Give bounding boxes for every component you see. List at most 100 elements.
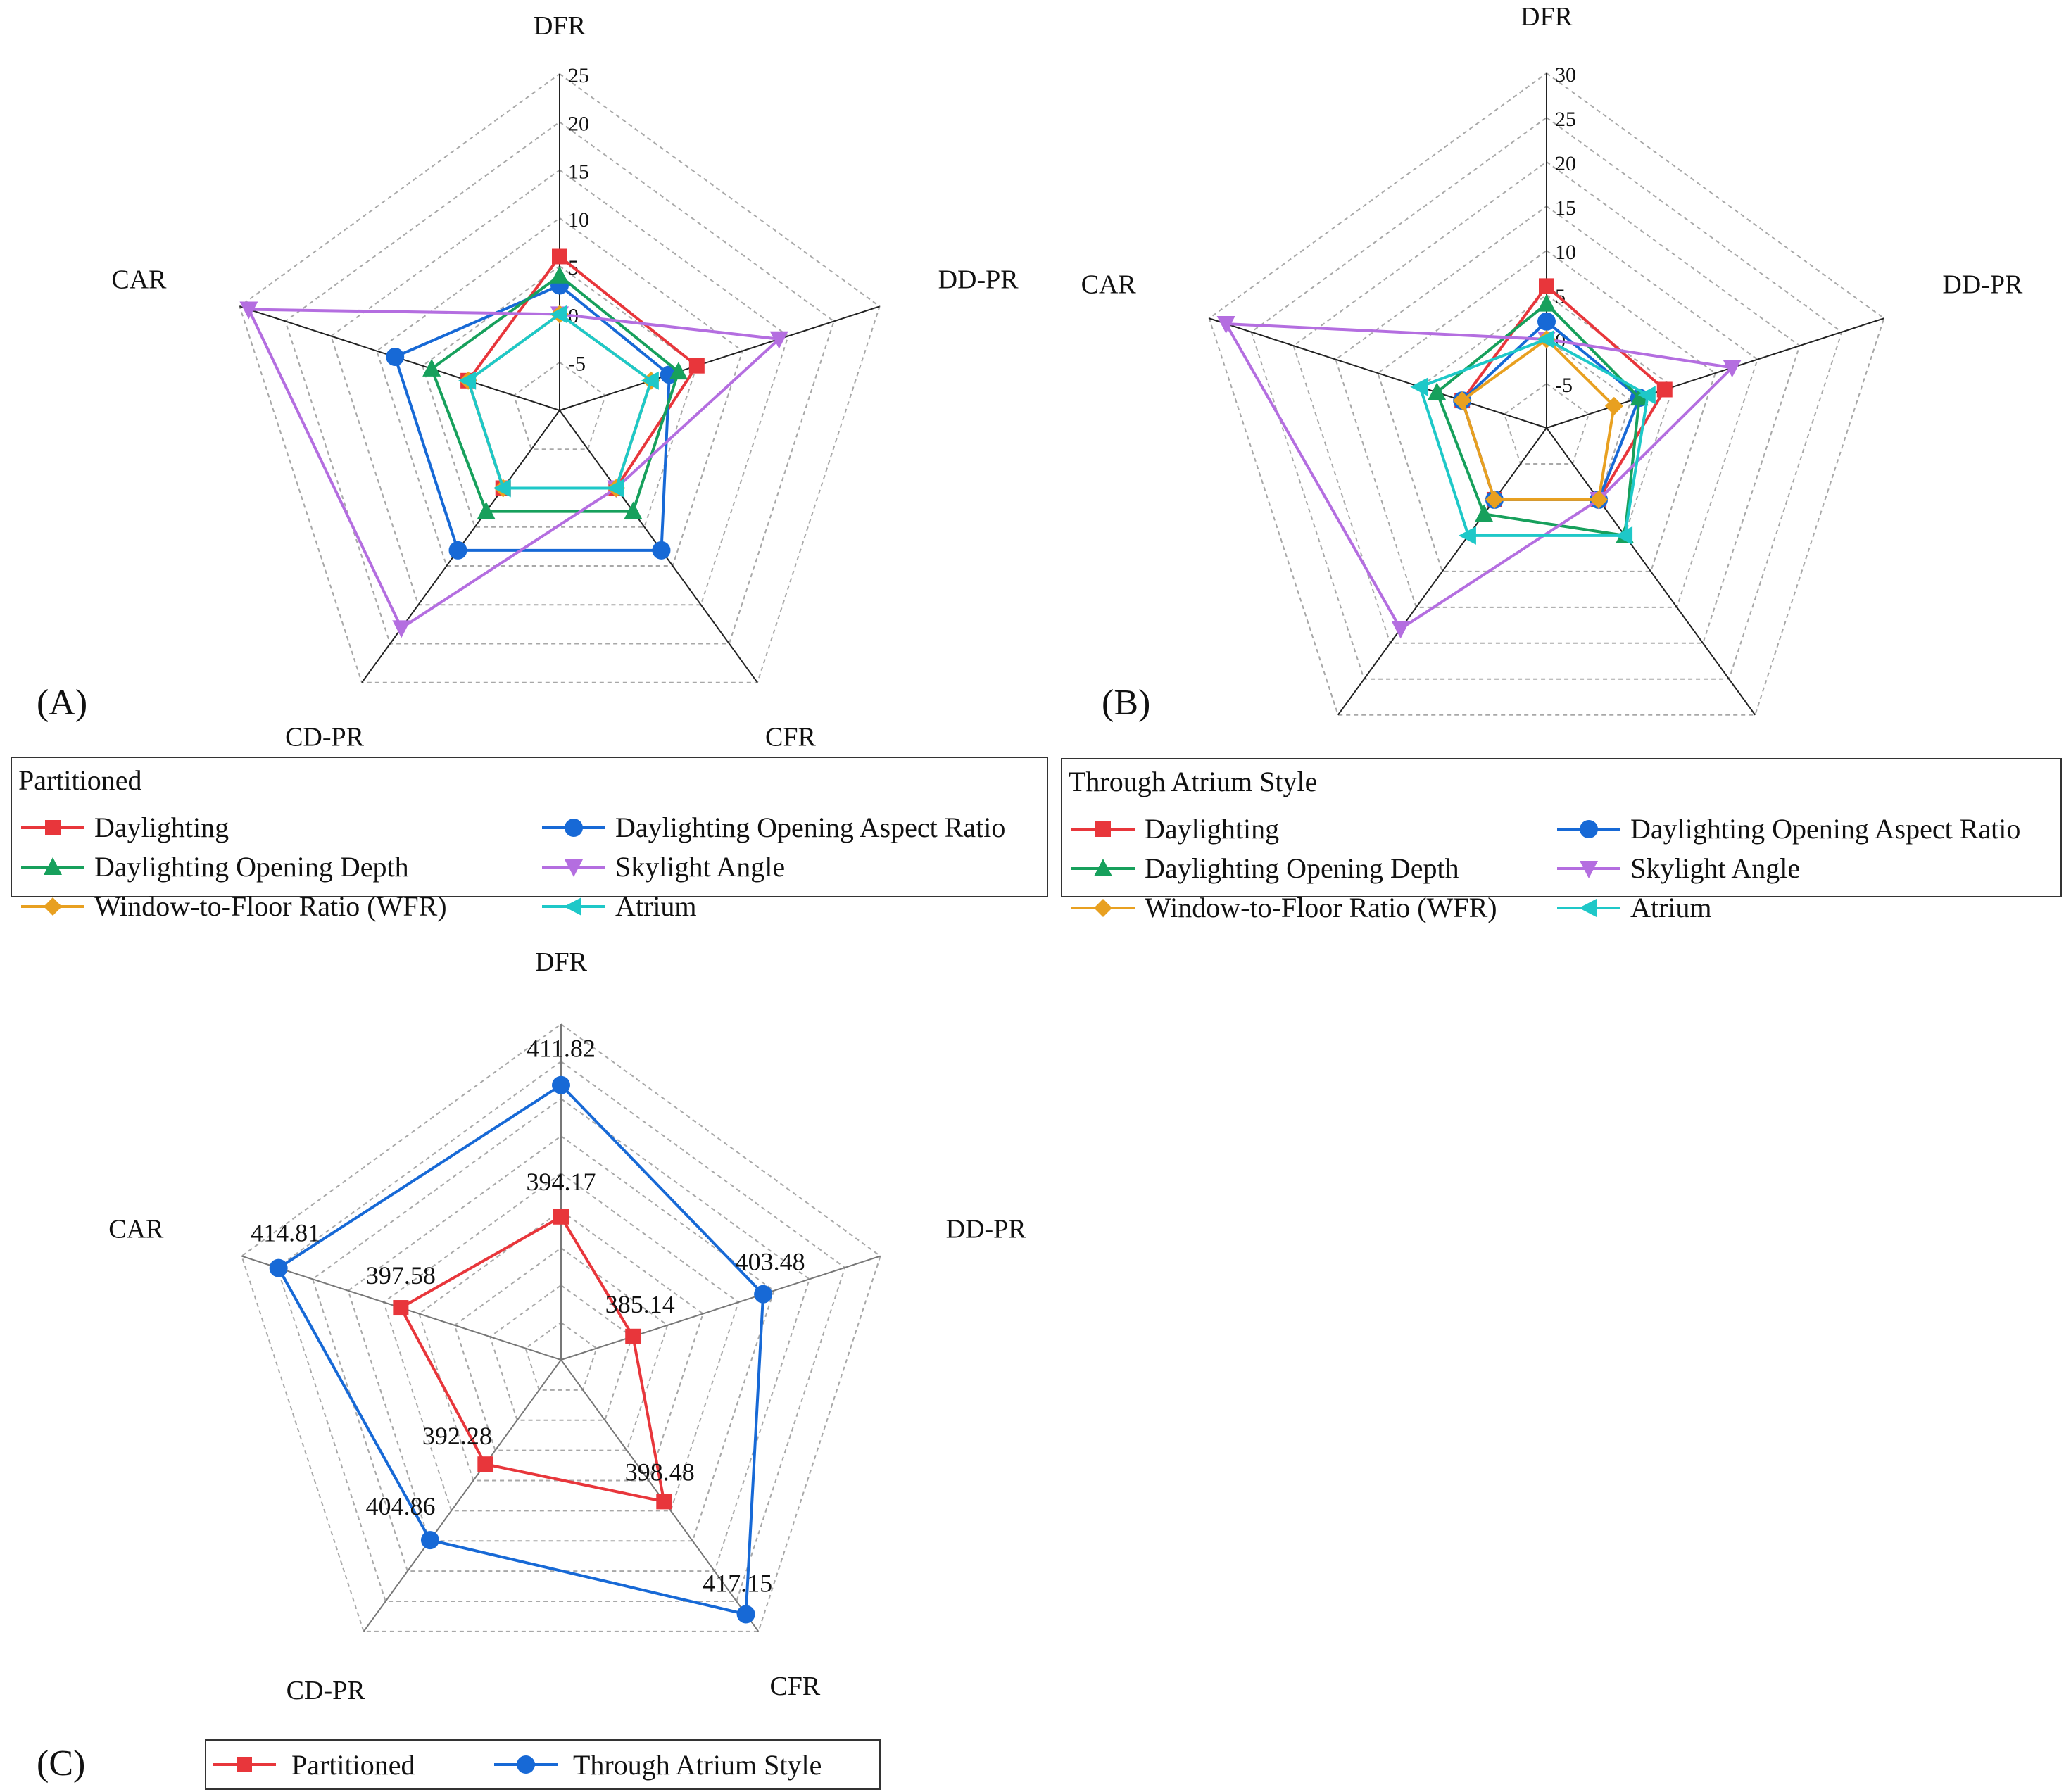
data-point-atrium-cd-pr: [1458, 526, 1476, 545]
data-point-atrium-dd-pr: [641, 371, 659, 390]
data-label-partitioned-dfr: 394.17: [527, 1168, 596, 1196]
axis-spoke-dd-pr: [1546, 317, 1884, 429]
legend-marker-daylighting: [1095, 821, 1111, 837]
series-line-atrium: [466, 312, 653, 490]
data-point-daylighting-dfr: [1539, 278, 1554, 294]
grid-ring: [1335, 205, 1758, 608]
axis-label-cfr: CFR: [765, 723, 816, 752]
data-point-partitioned-cd-pr: [477, 1456, 493, 1472]
legend-label-window-to-floor-ratio-wfr: Window-to-Floor Ratio (WFR): [94, 890, 447, 922]
legend-marker-partitioned: [237, 1757, 252, 1772]
data-label-through-atrium-style-car: 414.81: [251, 1219, 320, 1247]
series-atrium: [1410, 330, 1656, 545]
data-point-atrium-cfr: [606, 479, 624, 498]
series-daylighting-opening-depth: [422, 265, 688, 519]
legend-title: Through Atrium Style: [1069, 766, 1317, 797]
legend-label-daylighting-opening-depth: Daylighting Opening Depth: [94, 851, 409, 883]
axis-label-car: CAR: [111, 265, 167, 294]
grid-ring: [284, 121, 835, 645]
panel-label-b: (B): [1102, 683, 1150, 723]
data-point-daylighting-opening-depth-dd-pr: [1630, 388, 1649, 406]
legend-box: [11, 757, 1048, 897]
data-point-atrium-car: [1410, 377, 1428, 396]
legend-label-atrium: Atrium: [615, 890, 697, 922]
legend-panel-a: Partitioned Daylighting Daylighting Openin…: [11, 757, 1048, 922]
data-label-partitioned-cd-pr: 392.28: [422, 1422, 492, 1450]
grid-ring: [1208, 72, 1885, 716]
tick-label: -5: [568, 353, 586, 376]
grid-ring: [276, 1060, 846, 1603]
axis-label-cfr: CFR: [769, 1672, 820, 1701]
tick-label: 25: [568, 64, 589, 87]
legend-marker-through-atrium-style: [517, 1755, 535, 1774]
grid-ring: [512, 361, 607, 450]
legend-label-window-to-floor-ratio-wfr: Window-to-Floor Ratio (WFR): [1145, 892, 1497, 923]
legend-marker-daylighting: [45, 820, 61, 835]
data-point-daylighting-opening-depth-dd-pr: [669, 362, 688, 380]
panel-label-a: (A): [37, 683, 87, 723]
tick-label: 10: [568, 208, 589, 232]
legend-marker-atrium: [1579, 899, 1597, 917]
data-point-through-atrium-style-car: [269, 1258, 288, 1277]
axis-label-dd-pr: DD-PR: [946, 1215, 1027, 1244]
data-point-daylighting-opening-depth-cd-pr: [1475, 504, 1494, 522]
legend-label-daylighting-opening-aspect-ratio: Daylighting Opening Aspect Ratio: [1630, 813, 2020, 845]
data-point-atrium-car: [458, 371, 477, 390]
data-point-skylight-angle-dd-pr: [1723, 360, 1742, 378]
data-point-daylighting-opening-aspect-ratio-cfr: [652, 541, 671, 560]
axis-label-dfr: DFR: [535, 947, 588, 977]
data-point-through-atrium-style-dd-pr: [754, 1285, 773, 1304]
axis-spoke-cd-pr: [1337, 427, 1547, 716]
data-point-skylight-angle-dd-pr: [769, 331, 788, 349]
series-line-daylighting-opening-depth: [429, 274, 681, 513]
legend-marker-skylight-angle: [1580, 861, 1598, 878]
legend-label-daylighting-opening-aspect-ratio: Daylighting Opening Aspect Ratio: [615, 812, 1005, 843]
series-line-window-to-floor-ratio-wfr: [1460, 337, 1616, 501]
axis-label-dfr: DFR: [534, 11, 586, 41]
data-point-daylighting-opening-depth-dfr: [1537, 294, 1556, 312]
data-point-daylighting-dfr: [552, 248, 567, 265]
legend-label-skylight-angle: Skylight Angle: [615, 851, 785, 883]
grid-ring: [524, 1321, 598, 1391]
legend-marker-window-to-floor-ratio-wfr: [44, 897, 62, 916]
grid-ring: [382, 1172, 740, 1512]
axis-label-cd-pr: CD-PR: [287, 1676, 366, 1705]
series-line-daylighting-opening-aspect-ratio: [393, 284, 671, 552]
grid-ring: [1292, 160, 1801, 644]
data-point-partitioned-car: [393, 1300, 409, 1316]
tick-label: -5: [1555, 374, 1573, 397]
series-line-atrium: [1418, 337, 1650, 537]
data-point-window-to-floor-ratio-wfr-cd-pr: [1485, 490, 1504, 509]
data-point-daylighting-opening-aspect-ratio-car: [386, 348, 405, 367]
data-point-skylight-angle-cd-pr: [1391, 621, 1410, 639]
data-label-through-atrium-style-cd-pr: 404.86: [365, 1492, 435, 1520]
series-atrium: [458, 305, 659, 498]
data-point-atrium-dfr: [550, 305, 567, 324]
data-label-through-atrium-style-dfr: 411.82: [527, 1035, 596, 1063]
legend-label-daylighting: Daylighting: [1145, 813, 1279, 845]
tick-label: 10: [1555, 241, 1576, 264]
legend-marker-skylight-angle: [565, 859, 583, 877]
axis-spoke-cfr: [1546, 427, 1756, 716]
legend-label-skylight-angle: Skylight Angle: [1630, 852, 1800, 884]
tick-label: 15: [1555, 196, 1576, 220]
axis-label-dd-pr: DD-PR: [1942, 270, 2023, 299]
legend-marker-daylighting-opening-aspect-ratio: [1580, 820, 1598, 838]
data-label-partitioned-car: 397.58: [366, 1261, 436, 1289]
data-point-partitioned-dd-pr: [625, 1328, 641, 1344]
legend-marker-window-to-floor-ratio-wfr: [1094, 899, 1112, 917]
data-point-skylight-angle-car: [239, 301, 258, 320]
data-point-daylighting-dd-pr: [688, 358, 705, 374]
data-point-window-to-floor-ratio-wfr-car: [1453, 391, 1472, 410]
legend-panel-c: Partitioned Through Atrium Style: [205, 1739, 881, 1790]
axis-label-cd-pr: CD-PR: [285, 723, 365, 752]
axis-spoke-dd-pr: [559, 305, 880, 411]
data-point-atrium-cd-pr: [493, 479, 511, 498]
data-point-skylight-angle-car: [1216, 316, 1235, 334]
series-line-skylight-angle: [246, 308, 783, 631]
tick-label: 25: [1555, 108, 1576, 131]
legend-label-partitioned: Partitioned: [291, 1749, 415, 1781]
data-label-through-atrium-style-dd-pr: 403.48: [736, 1248, 805, 1276]
grid-ring: [376, 217, 743, 567]
